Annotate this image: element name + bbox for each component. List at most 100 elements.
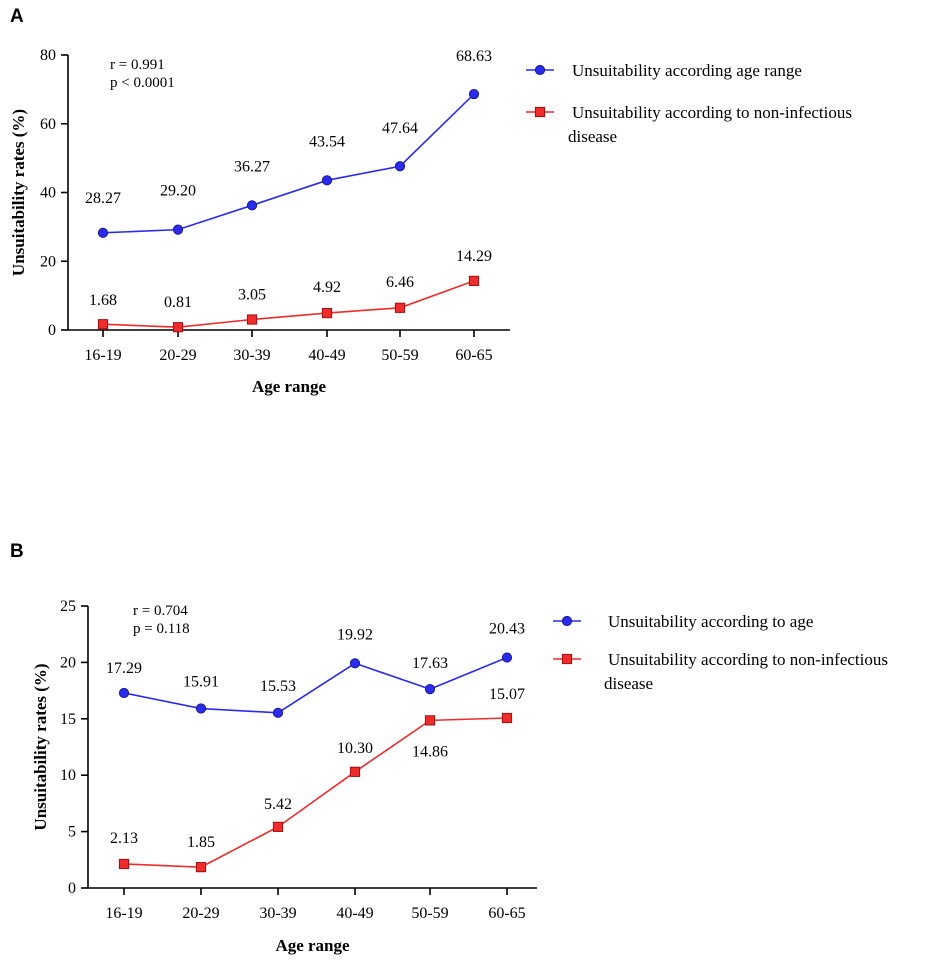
- data-label: 6.46: [386, 274, 414, 291]
- legend-label: Unsuitability according to age: [608, 612, 813, 631]
- stat-r: r = 0.704: [133, 603, 188, 619]
- legend-marker: [561, 653, 573, 665]
- y-tick-label: 40: [40, 185, 56, 202]
- chart-panel-b: B 0 5 10 15 20 25 16-19 20-29 30-39 40-49 50-59 60-6…: [10, 541, 888, 955]
- point-marker: [118, 858, 130, 870]
- legend-marker: [534, 106, 546, 118]
- legend-item: Unsuitability according to age: [553, 612, 813, 631]
- y-tick-label: 80: [40, 47, 56, 64]
- legend-label: disease: [568, 127, 617, 146]
- point-marker: [272, 707, 284, 718]
- point-marker: [172, 322, 184, 333]
- point-marker: [349, 766, 361, 777]
- legend: Unsuitability according age range Unsuita…: [526, 61, 852, 146]
- point-marker: [501, 712, 513, 724]
- legend-label: Unsuitability according to non-infectiou…: [608, 650, 888, 669]
- series-age: 28.27 29.20 36.27 43.54 47.64 68.63: [85, 48, 492, 238]
- point-marker: [394, 161, 406, 172]
- data-label: 1.68: [89, 292, 117, 309]
- data-label: 15.53: [260, 678, 296, 695]
- x-tick-label: 16-19: [105, 905, 142, 922]
- point-marker: [97, 319, 109, 330]
- point-marker: [468, 275, 480, 286]
- point-marker: [424, 684, 436, 695]
- series-disease: 2.13 1.85 5.42 10.30 14.86 15.07: [110, 686, 525, 873]
- y-axis-title: Unsuitability rates (%): [31, 663, 50, 830]
- data-label: 20.43: [489, 621, 525, 638]
- data-label: 2.13: [110, 830, 138, 847]
- legend-item: Unsuitability according age range: [526, 61, 802, 80]
- data-label: 17.29: [106, 660, 142, 677]
- point-marker: [246, 314, 258, 325]
- point-marker: [97, 227, 109, 238]
- x-tick-label: 50-59: [381, 347, 418, 364]
- data-label: 43.54: [309, 133, 345, 150]
- x-axis-title: Age range: [252, 377, 327, 396]
- data-label: 15.07: [489, 686, 525, 703]
- x-tick-label: 60-65: [455, 347, 492, 364]
- stat-p: p < 0.0001: [110, 75, 175, 91]
- point-marker: [172, 224, 184, 235]
- data-label: 28.27: [85, 190, 121, 207]
- data-label: 3.05: [238, 287, 266, 304]
- data-label: 1.85: [187, 834, 215, 851]
- point-marker: [195, 862, 207, 873]
- data-label: 47.64: [382, 120, 418, 137]
- x-tick-label: 60-65: [488, 905, 525, 922]
- data-label: 17.63: [412, 655, 448, 672]
- y-axis-title: Unsuitability rates (%): [9, 109, 28, 276]
- data-label: 4.92: [313, 279, 341, 296]
- data-label: 10.30: [337, 740, 373, 757]
- stat-r: r = 0.991: [110, 57, 165, 73]
- data-label: 14.86: [412, 743, 448, 760]
- chart-panel-a: A 0 20 40 60 80 16-19 20-29 30-39 40-49 50-59 60-65…: [9, 6, 852, 396]
- point-marker: [424, 715, 436, 726]
- stat-p: p = 0.118: [133, 621, 190, 637]
- legend: Unsuitability according to age Unsuitabil…: [553, 612, 888, 693]
- legend-item: Unsuitability according to non-infectiou…: [553, 650, 888, 693]
- y-tick-label: 15: [60, 711, 76, 728]
- data-label: 29.20: [160, 183, 196, 200]
- legend-item: Unsuitability according to non-infectiou…: [526, 103, 852, 146]
- panel-letter: A: [10, 6, 24, 27]
- panel-letter: B: [10, 541, 24, 562]
- data-label: 19.92: [337, 626, 373, 643]
- x-tick-label: 16-19: [84, 347, 121, 364]
- x-tick-label: 40-49: [308, 347, 345, 364]
- x-axis-title: Age range: [275, 936, 350, 955]
- x-tick-label: 20-29: [159, 347, 196, 364]
- series-line: [102, 280, 475, 329]
- point-marker: [501, 652, 513, 663]
- point-marker: [394, 302, 406, 313]
- series-line: [123, 717, 508, 868]
- y-tick-label: 20: [40, 253, 56, 270]
- data-label: 68.63: [456, 48, 492, 65]
- legend-label: Unsuitability according age range: [572, 61, 802, 80]
- x-tick-label: 30-39: [259, 905, 296, 922]
- y-tick-label: 25: [60, 598, 76, 615]
- point-marker: [272, 821, 284, 832]
- data-label: 0.81: [164, 294, 192, 311]
- data-label: 36.27: [234, 158, 270, 175]
- legend-label: disease: [604, 674, 653, 693]
- x-tick-label: 40-49: [336, 905, 373, 922]
- y-tick-label: 10: [60, 767, 76, 784]
- x-tick-label: 50-59: [411, 905, 448, 922]
- series-age: 17.29 15.91 15.53 19.92 17.63 20.43: [106, 621, 525, 718]
- point-marker: [195, 703, 207, 714]
- point-marker: [349, 658, 361, 669]
- series-line: [102, 93, 475, 234]
- y-tick-label: 20: [60, 654, 76, 671]
- point-marker: [321, 175, 333, 186]
- data-label: 15.91: [183, 674, 219, 691]
- series-line: [123, 656, 508, 714]
- point-marker: [246, 200, 258, 211]
- point-marker: [321, 307, 333, 319]
- legend-marker: [561, 615, 573, 627]
- legend-label: Unsuitability according to non-infectiou…: [572, 103, 852, 122]
- x-tick-label: 20-29: [182, 905, 219, 922]
- x-tick-label: 30-39: [233, 347, 270, 364]
- y-tick-label: 0: [68, 880, 76, 897]
